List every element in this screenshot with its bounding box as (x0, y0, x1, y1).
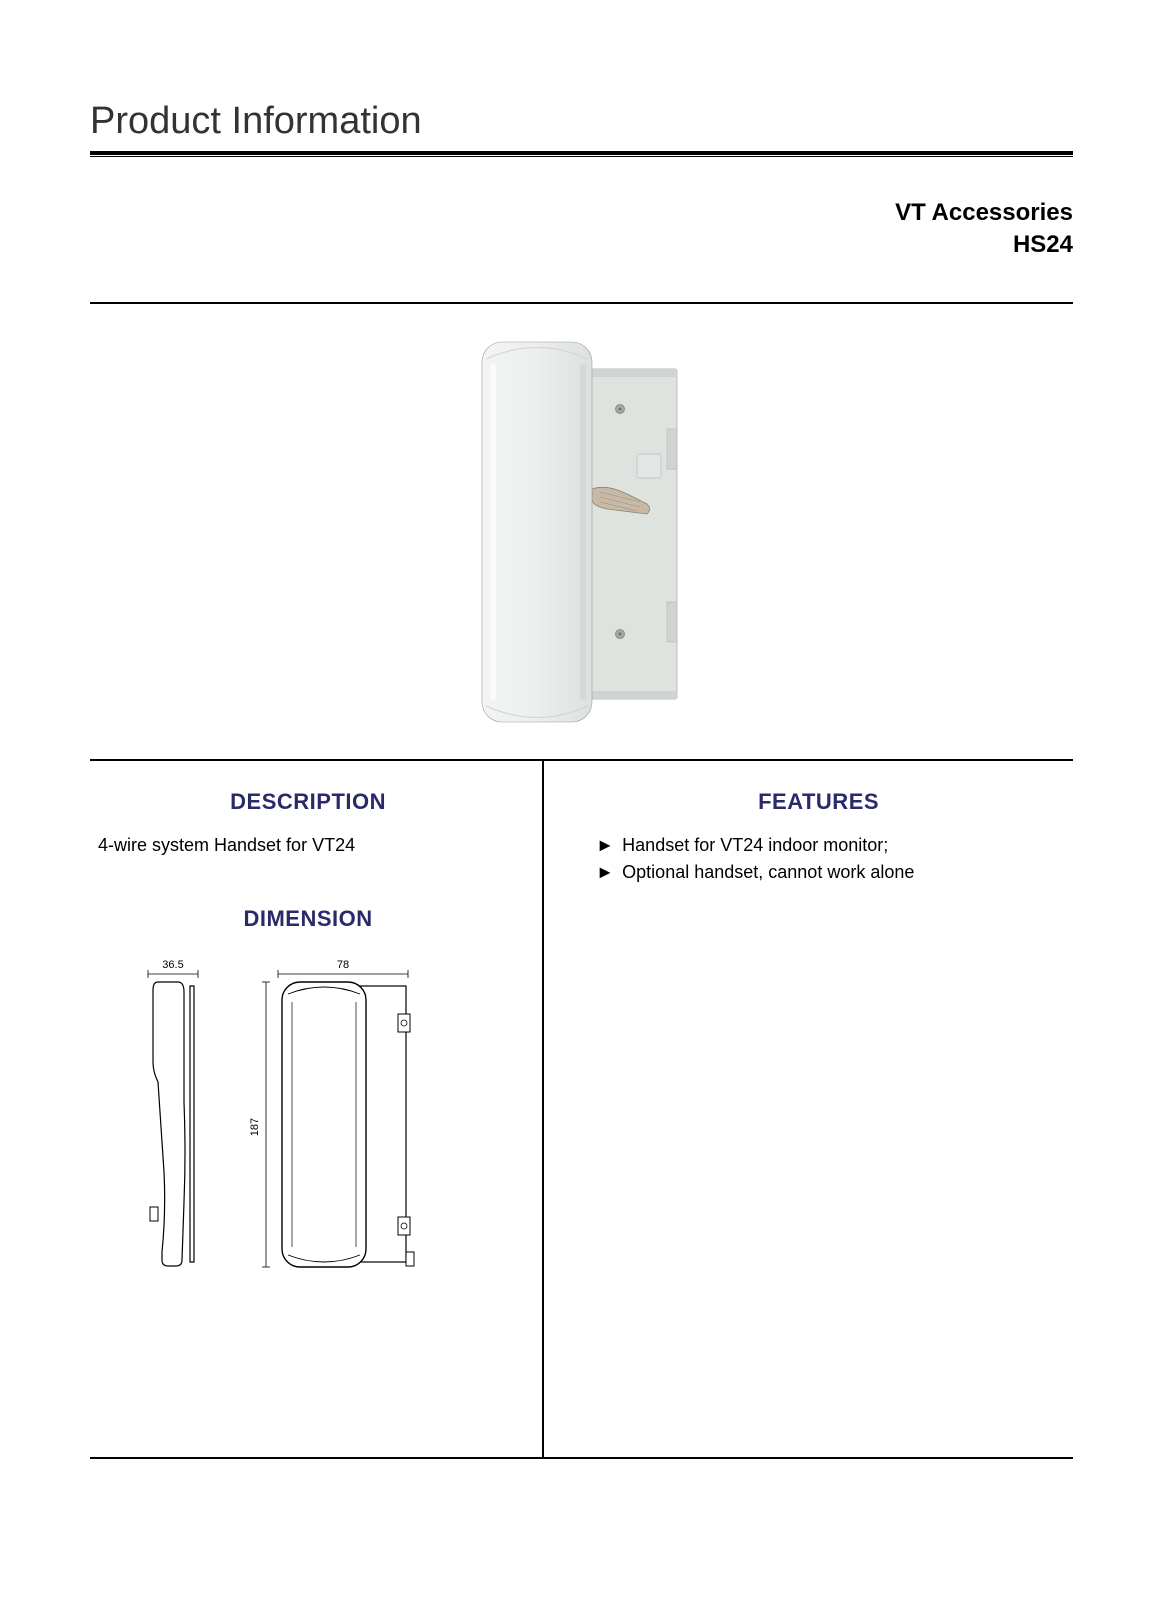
dim-front-width: 78 (337, 959, 349, 971)
columns: DESCRIPTION 4-wire system Handset for VT… (90, 759, 1073, 1459)
dim-height: 187 (249, 1118, 261, 1136)
heading-description: DESCRIPTION (98, 789, 518, 815)
column-left: DESCRIPTION 4-wire system Handset for VT… (90, 761, 542, 1457)
product-category: VT Accessories (90, 197, 1073, 229)
hero-image (90, 304, 1073, 759)
heading-dimension: DIMENSION (98, 906, 518, 932)
product-illustration (452, 334, 712, 724)
feature-item: ► Optional handset, cannot work alone (572, 862, 1065, 883)
dimension-side-view: 36.5 (148, 959, 198, 1266)
heading-features: FEATURES (572, 789, 1065, 815)
title-rule (90, 151, 1073, 157)
description-text: 4-wire system Handset for VT24 (98, 835, 518, 856)
feature-item: ► Handset for VT24 indoor monitor; (572, 835, 1065, 856)
dimension-front-view: 78 187 (249, 959, 414, 1267)
bullet-icon: ► (596, 862, 622, 883)
page-title: Product Information (90, 100, 1073, 143)
product-header: VT Accessories HS24 (90, 197, 1073, 262)
column-right: FEATURES ► Handset for VT24 indoor monit… (542, 761, 1073, 1457)
page: Product Information VT Accessories HS24 (0, 0, 1163, 1601)
bullet-icon: ► (596, 835, 622, 856)
product-model: HS24 (90, 229, 1073, 261)
feature-text: Handset for VT24 indoor monitor; (622, 835, 1065, 856)
dim-side-width: 36.5 (162, 959, 183, 971)
dimension-diagram: 36.5 78 (98, 952, 518, 1277)
feature-text: Optional handset, cannot work alone (622, 862, 1065, 883)
